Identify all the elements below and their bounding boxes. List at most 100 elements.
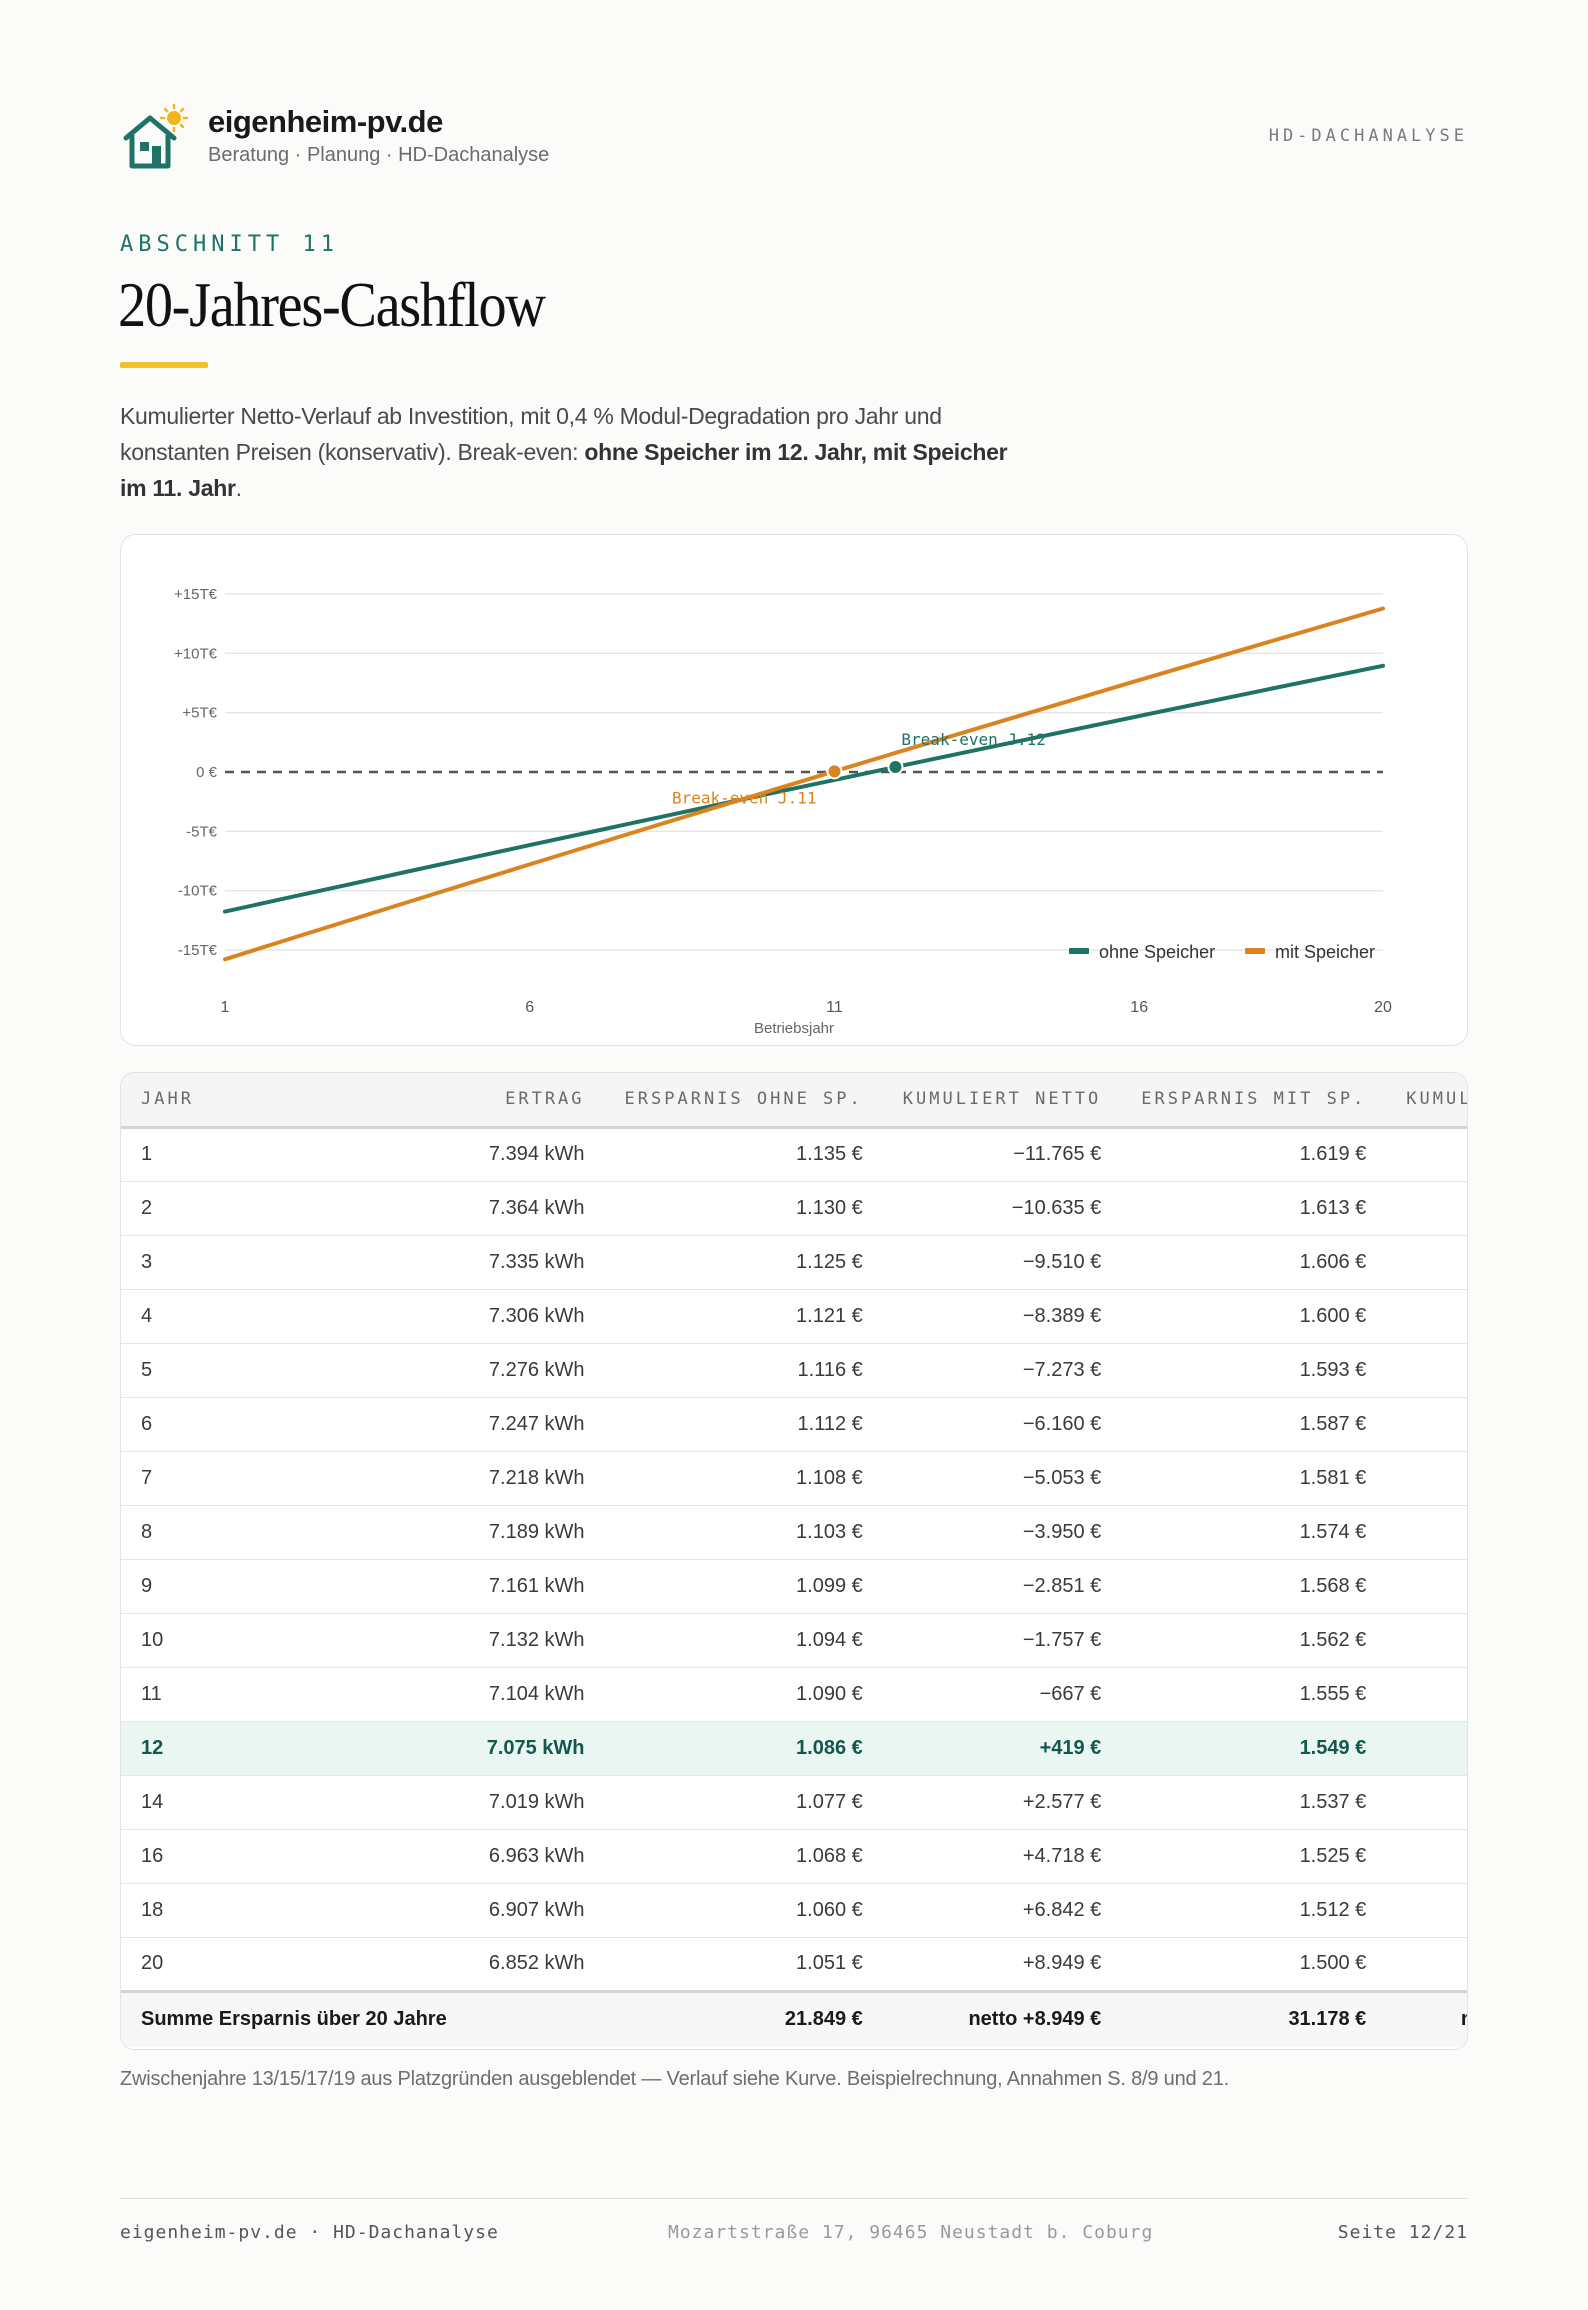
table-cell: 1.574 € bbox=[1121, 1505, 1387, 1560]
table-cell: 1.549 € bbox=[1121, 1721, 1387, 1776]
table-cell: 1.537 € bbox=[1121, 1775, 1387, 1830]
break-even-label: Break-even J.11 bbox=[672, 788, 817, 807]
legend-swatch bbox=[1069, 948, 1089, 954]
table-cell: 7.276 kWh bbox=[466, 1343, 605, 1398]
table-sum-cell: 31.178 € bbox=[1121, 1989, 1387, 2047]
table-cell: 1.525 € bbox=[1121, 1829, 1387, 1884]
table-cell: +6.842 € bbox=[882, 1883, 1122, 1938]
x-tick-label: 6 bbox=[525, 999, 534, 1016]
x-axis-label: Betriebsjahr bbox=[754, 1020, 834, 1037]
table-cell: 7.104 kWh bbox=[466, 1667, 605, 1722]
table-cell: 5 bbox=[121, 1343, 467, 1398]
table-cell: +4.718 € bbox=[882, 1829, 1122, 1884]
table-cell: −667 € bbox=[882, 1667, 1122, 1722]
table-cell: +13.778 € bbox=[1386, 1937, 1467, 1992]
table-cell: 1.500 € bbox=[1121, 1937, 1387, 1992]
table-cell: 7.189 kWh bbox=[466, 1505, 605, 1560]
intro-text: Kumulierter Netto-Verlauf ab Investition… bbox=[120, 398, 1020, 506]
table-cell: 1.600 € bbox=[1121, 1289, 1387, 1344]
table-sum-cell bbox=[466, 1989, 605, 2047]
series-line-mit-speicher bbox=[223, 606, 1385, 962]
table-cell: 1.060 € bbox=[604, 1883, 883, 1938]
table-cell: −10.635 € bbox=[882, 1181, 1122, 1236]
table-header-cell: KUMULIERT NETTO bbox=[1386, 1073, 1467, 1129]
table-cell: 18 bbox=[121, 1883, 467, 1938]
table-cell: −7.273 € bbox=[882, 1343, 1122, 1398]
table-cell: 3 bbox=[121, 1235, 467, 1290]
table-cell: 1.135 € bbox=[604, 1127, 883, 1182]
y-tick-label: -15T€ bbox=[178, 942, 218, 959]
table-cell: −1.757 € bbox=[882, 1613, 1122, 1668]
page-number: Seite 12/21 bbox=[1337, 2222, 1468, 2243]
table-header-row: JAHR ERTRAG ERSPARNIS OHNE SP. KUMULIERT NE… bbox=[121, 1073, 1467, 1129]
intro-text-part-2: . bbox=[235, 475, 242, 501]
table-cell: −10.963 € bbox=[1386, 1289, 1467, 1344]
table-cell: 1.130 € bbox=[604, 1181, 883, 1236]
table-cell: 1.125 € bbox=[604, 1235, 883, 1290]
footer-address: Mozartstraße 17, 96465 Neustadt b. Cobur… bbox=[668, 2222, 1154, 2243]
table-cell: +7.741 € bbox=[1386, 1829, 1467, 1884]
table-cell: 1.094 € bbox=[604, 1613, 883, 1668]
table-cell: 1.103 € bbox=[604, 1505, 883, 1560]
table-cell: 1.619 € bbox=[1121, 1127, 1387, 1182]
y-tick-label: +5T€ bbox=[182, 705, 217, 722]
table-cell: 1.606 € bbox=[1121, 1235, 1387, 1290]
table-cell: −11.765 € bbox=[882, 1127, 1122, 1182]
y-tick-label: +15T€ bbox=[174, 586, 218, 603]
table-cell: 1.512 € bbox=[1121, 1883, 1387, 1938]
table-footnote: Zwischenjahre 13/15/17/19 aus Platzgründ… bbox=[120, 2068, 1229, 2090]
table-cell: 10 bbox=[121, 1613, 467, 1668]
table-cell: +10.772 € bbox=[1386, 1883, 1467, 1938]
table-cell: 1.555 € bbox=[1121, 1667, 1387, 1722]
x-tick-label: 20 bbox=[1374, 999, 1392, 1016]
table-cell: −6.160 € bbox=[882, 1397, 1122, 1452]
table-cell: −14.168 € bbox=[1386, 1181, 1467, 1236]
title-underline bbox=[120, 362, 208, 368]
table-cell: 7.306 kWh bbox=[466, 1289, 605, 1344]
table-header-cell: ERTRAG bbox=[466, 1073, 605, 1129]
table-cell: −3.950 € bbox=[882, 1505, 1122, 1560]
table-header-cell: JAHR bbox=[121, 1073, 467, 1129]
intro-text-part-1: Kumulierter Netto-Verlauf ab Investition… bbox=[120, 403, 942, 465]
table-cell: 20 bbox=[121, 1937, 467, 1992]
table-cell: −5.053 € bbox=[882, 1451, 1122, 1506]
table-cell: 1.562 € bbox=[1121, 1613, 1387, 1668]
table-cell: 7.335 kWh bbox=[466, 1235, 605, 1290]
table-cell: 7.218 kWh bbox=[466, 1451, 605, 1506]
table-header-cell: KUMULIERT NETTO bbox=[882, 1073, 1122, 1129]
brand-name: eigenheim-pv.de bbox=[208, 104, 443, 139]
table-cell: −7.783 € bbox=[1386, 1397, 1467, 1452]
table-cell: 1 bbox=[121, 1127, 467, 1182]
table-cell: 1.108 € bbox=[604, 1451, 883, 1506]
table-cell: 1.121 € bbox=[604, 1289, 883, 1344]
cashflow-chart-svg: +15T€+10T€+5T€0 €-5T€-10T€-15T€1 6 11 16 20B… bbox=[174, 586, 1392, 1037]
table-cell: 6.907 kWh bbox=[466, 1883, 605, 1938]
header-label: HD-DACHANALYSE bbox=[1268, 126, 1468, 146]
table-cell: 9 bbox=[121, 1559, 467, 1614]
table-cell: −9.370 € bbox=[1386, 1343, 1467, 1398]
page-header: eigenheim-pv.de Beratung · Planung · HD-… bbox=[120, 100, 1468, 180]
section-label: ABSCHNITT 11 bbox=[120, 232, 339, 257]
table-cell: 4 bbox=[121, 1289, 467, 1344]
table-cell: 6.963 kWh bbox=[466, 1829, 605, 1884]
cashflow-chart: +15T€ +10T€ +5T€ 0 € -5T€ -10T€ -15T€ 1 6 11 16 20 B… bbox=[120, 534, 1468, 1046]
footer-left: eigenheim-pv.de · HD-Dachanalyse bbox=[120, 2222, 499, 2243]
table-cell: 1.099 € bbox=[604, 1559, 883, 1614]
table-cell: −3.060 € bbox=[1386, 1559, 1467, 1614]
table-cell: 1.116 € bbox=[604, 1343, 883, 1398]
house-sun-icon bbox=[123, 104, 189, 169]
intro-text-bold: ohne Speicher im 12. Jahr, mit Speicher … bbox=[120, 439, 1008, 501]
table-cell: 7 bbox=[121, 1451, 467, 1506]
table-cell: 12 bbox=[121, 1721, 467, 1776]
table-cell: 14 bbox=[121, 1775, 467, 1830]
table-sum-cell: 21.849 € bbox=[604, 1989, 883, 2047]
table-cell: 1.090 € bbox=[604, 1667, 883, 1722]
